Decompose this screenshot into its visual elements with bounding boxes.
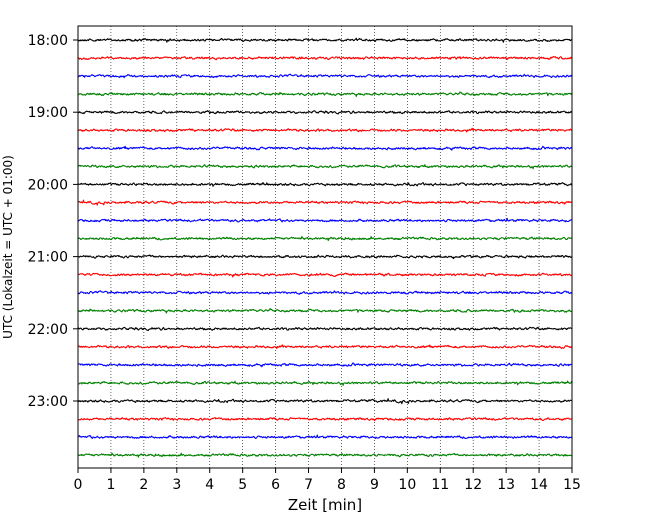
x-tick-label: 3 (172, 477, 181, 493)
x-tick-label: 14 (530, 477, 548, 493)
trace-2345 (77, 452, 573, 458)
x-tick-label: 1 (106, 477, 115, 493)
trace-1900 (77, 110, 573, 115)
y-tick-label: 21:00 (28, 250, 68, 266)
plot-frame (77, 25, 573, 469)
trace-1915 (77, 127, 573, 133)
trace-2100 (77, 254, 573, 260)
trace-2000 (77, 181, 573, 187)
x-tick-label: 11 (431, 477, 449, 493)
trace-2215 (77, 344, 573, 349)
x-tick-label: 8 (337, 477, 346, 493)
x-axis-label: Zeit [min] (288, 496, 362, 514)
y-axis-label: UTC (Lokalzeit = UTC + 01:00) (1, 155, 15, 339)
trace-1945 (77, 164, 573, 170)
x-tick-label: 7 (304, 477, 313, 493)
y-tick-label: 19:00 (28, 105, 68, 121)
x-tick-label: 15 (563, 477, 581, 493)
trace-2230 (77, 362, 573, 368)
x-axis-ticks: 0 1 2 3 4 5 6 7 8 9 10 11 12 13 14 15 (74, 468, 581, 493)
traces (77, 37, 573, 458)
trace-1815 (77, 56, 573, 61)
trace-2245 (77, 380, 573, 386)
trace-1845 (77, 91, 573, 97)
trace-1930 (77, 145, 573, 151)
y-tick-label: 23:00 (28, 394, 68, 410)
trace-2115 (77, 272, 573, 278)
y-axis-ticks: 18:00 19:00 20:00 21:00 22:00 23:00 (28, 33, 78, 410)
y-tick-label: 22:00 (28, 322, 68, 338)
trace-2045 (77, 236, 573, 242)
trace-2315 (77, 417, 573, 422)
plot-area (78, 26, 572, 468)
trace-1800 (77, 37, 573, 43)
trace-2200 (77, 326, 573, 332)
trace-2330 (77, 434, 573, 439)
x-tick-label: 12 (464, 477, 482, 493)
trace-2015 (77, 199, 573, 206)
trace-2145 (77, 307, 573, 314)
x-tick-label: 13 (497, 477, 515, 493)
trace-2030 (77, 217, 573, 223)
x-tick-label: 0 (74, 477, 83, 493)
x-tick-label: 10 (398, 477, 416, 493)
y-tick-label: 20:00 (28, 177, 68, 193)
trace-2130 (77, 290, 573, 295)
trace-2300 (77, 398, 573, 405)
x-tick-label: 9 (370, 477, 379, 493)
x-tick-label: 4 (205, 477, 214, 493)
trace-1830 (77, 73, 573, 79)
x-tick-label: 5 (238, 477, 247, 493)
y-tick-label: 18:00 (28, 33, 68, 49)
x-tick-label: 6 (271, 477, 280, 493)
x-tick-label: 2 (139, 477, 148, 493)
